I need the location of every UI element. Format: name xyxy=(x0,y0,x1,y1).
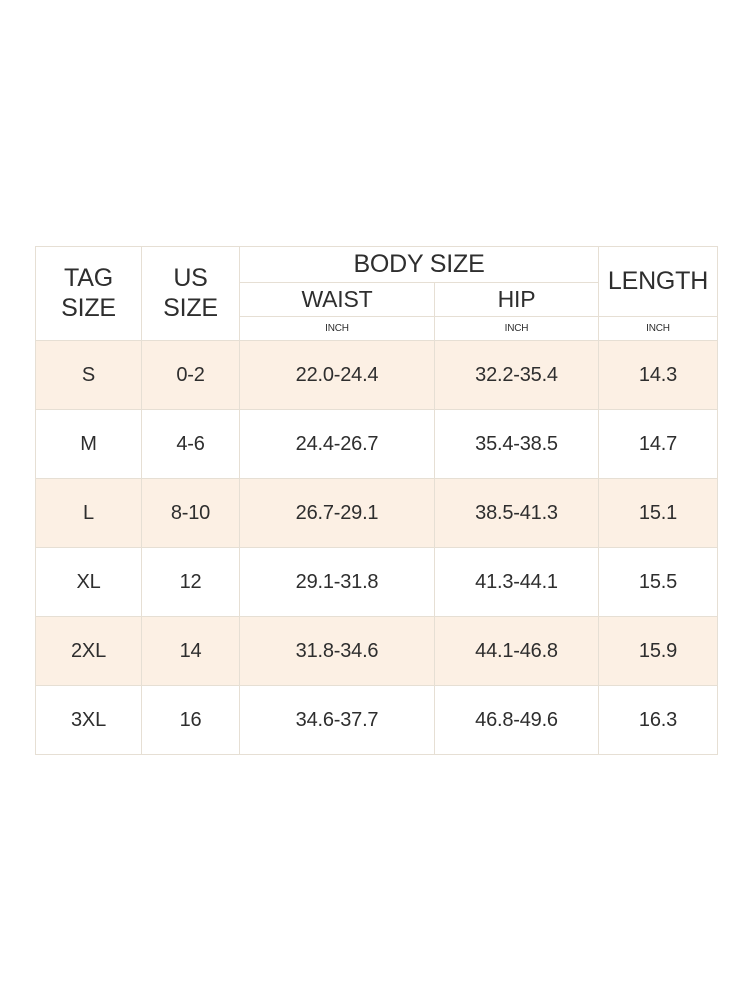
table-row-3xl: 3XL 16 34.6-37.7 46.8-49.6 16.3 xyxy=(35,685,718,755)
cell-us-size: 0-2 xyxy=(141,340,240,410)
cell-waist: 26.7-29.1 xyxy=(239,478,435,548)
cell-length: 15.5 xyxy=(598,547,718,617)
header-hip: HIP xyxy=(434,282,599,317)
unit-label-waist: INCH xyxy=(239,316,435,341)
cell-hip: 41.3-44.1 xyxy=(434,547,599,617)
table-row-l: L 8-10 26.7-29.1 38.5-41.3 15.1 xyxy=(35,478,718,548)
cell-waist: 29.1-31.8 xyxy=(239,547,435,617)
cell-tag-size: 3XL xyxy=(35,685,142,755)
cell-waist: 24.4-26.7 xyxy=(239,409,435,479)
size-chart-table: TAG SIZE US SIZE BODY SIZE LENGTH WAIST … xyxy=(35,246,718,755)
cell-us-size: 12 xyxy=(141,547,240,617)
cell-tag-size: L xyxy=(35,478,142,548)
cell-hip: 44.1-46.8 xyxy=(434,616,599,686)
table-row-s: S 0-2 22.0-24.4 32.2-35.4 14.3 xyxy=(35,340,718,410)
cell-tag-size: 2XL xyxy=(35,616,142,686)
table-row-xl: XL 12 29.1-31.8 41.3-44.1 15.5 xyxy=(35,547,718,617)
size-chart-container: TAG SIZE US SIZE BODY SIZE LENGTH WAIST … xyxy=(35,246,718,755)
cell-tag-size: S xyxy=(35,340,142,410)
cell-hip: 35.4-38.5 xyxy=(434,409,599,479)
cell-us-size: 16 xyxy=(141,685,240,755)
cell-us-size: 8-10 xyxy=(141,478,240,548)
table-row-2xl: 2XL 14 31.8-34.6 44.1-46.8 15.9 xyxy=(35,616,718,686)
header-waist: WAIST xyxy=(239,282,435,317)
cell-length: 15.9 xyxy=(598,616,718,686)
cell-us-size: 4-6 xyxy=(141,409,240,479)
table-row-m: M 4-6 24.4-26.7 35.4-38.5 14.7 xyxy=(35,409,718,479)
header-row-group: TAG SIZE US SIZE BODY SIZE LENGTH xyxy=(35,246,718,341)
cell-hip: 32.2-35.4 xyxy=(434,340,599,410)
header-tag-size: TAG SIZE xyxy=(35,246,142,341)
cell-length: 16.3 xyxy=(598,685,718,755)
cell-hip: 46.8-49.6 xyxy=(434,685,599,755)
cell-waist: 34.6-37.7 xyxy=(239,685,435,755)
cell-length: 14.3 xyxy=(598,340,718,410)
header-row-measures: WAIST HIP xyxy=(36,282,718,317)
cell-hip: 38.5-41.3 xyxy=(434,478,599,548)
cell-us-size: 14 xyxy=(141,616,240,686)
cell-tag-size: XL xyxy=(35,547,142,617)
unit-label-length: INCH xyxy=(598,316,718,341)
header-us-size-line1: US xyxy=(173,264,208,292)
unit-label-hip: INCH xyxy=(434,316,599,341)
cell-waist: 22.0-24.4 xyxy=(239,340,435,410)
header-tag-size-line2: SIZE xyxy=(61,293,116,322)
header-us-size: US SIZE xyxy=(141,246,240,341)
cell-tag-size: M xyxy=(35,409,142,479)
cell-length: 15.1 xyxy=(598,478,718,548)
header-body-size: BODY SIZE xyxy=(239,246,599,283)
cell-length: 14.7 xyxy=(598,409,718,479)
header-us-size-line2: SIZE xyxy=(163,293,218,322)
cell-waist: 31.8-34.6 xyxy=(239,616,435,686)
header-tag-size-line1: TAG xyxy=(64,264,113,292)
header-length: LENGTH xyxy=(598,246,718,317)
